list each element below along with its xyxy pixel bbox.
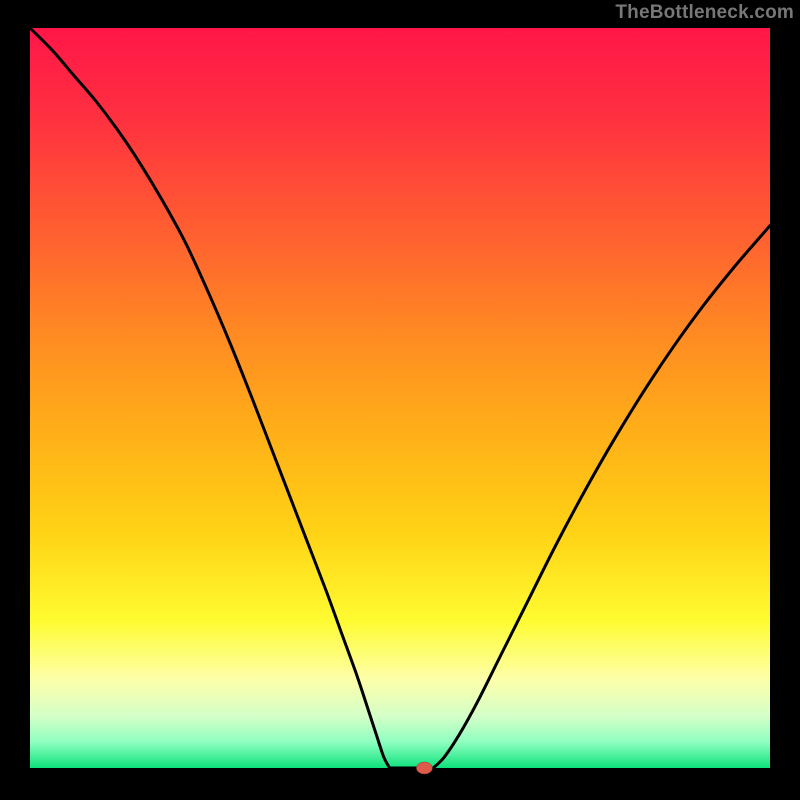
- bottleneck-chart: [0, 0, 800, 800]
- watermark-text: TheBottleneck.com: [615, 2, 794, 24]
- gradient-panel: [30, 28, 770, 768]
- bottleneck-marker: [416, 762, 432, 774]
